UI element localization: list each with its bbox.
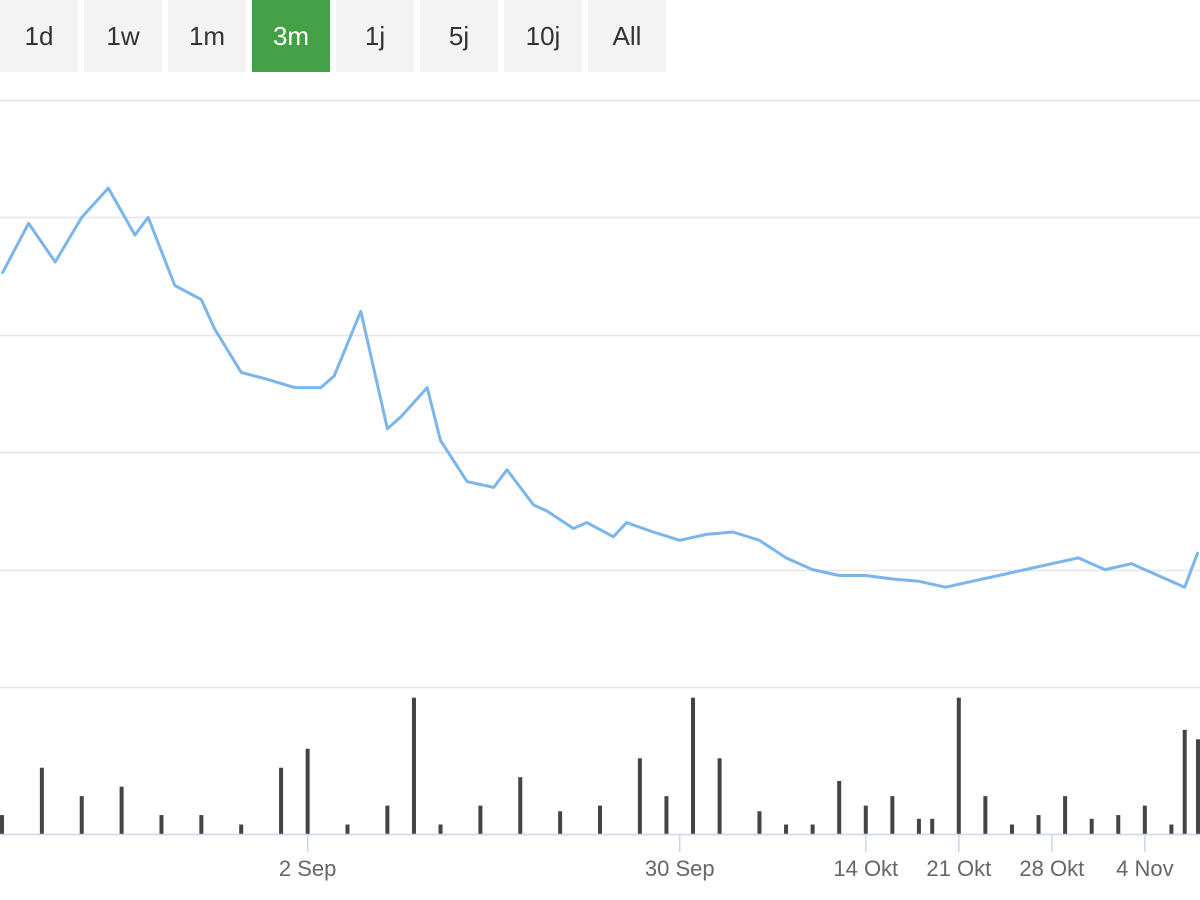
x-tick-label: 21 Okt	[926, 856, 991, 881]
volume-bar	[199, 815, 204, 834]
volume-bar	[1009, 824, 1014, 834]
volume-bar	[438, 824, 443, 834]
volume-bar	[757, 811, 762, 834]
volume-bar	[239, 824, 244, 834]
volume-bar	[518, 777, 523, 834]
volume-bar	[784, 824, 789, 834]
volume-bar	[598, 805, 602, 834]
range-button-1d[interactable]: 1d	[0, 0, 78, 72]
volume-bar	[1142, 805, 1147, 834]
volume-bar	[39, 767, 44, 834]
range-button-3m[interactable]: 3m	[252, 0, 330, 72]
volume-bar	[279, 767, 284, 834]
volume-bar	[345, 824, 350, 834]
range-button-1w[interactable]: 1w	[84, 0, 162, 72]
volume-bar	[79, 796, 84, 834]
volume-bar	[637, 758, 642, 834]
range-selector: 1d 1w 1m 3m 1j 5j 10j All	[0, 0, 672, 72]
volume-bar	[691, 697, 696, 834]
volume-bar	[810, 824, 815, 834]
grid-lines	[0, 99, 1200, 689]
volume-bar	[558, 811, 563, 834]
volume-bar	[1089, 818, 1094, 834]
range-button-1j[interactable]: 1j	[336, 0, 414, 72]
volume-bar	[930, 818, 935, 834]
volume-bar	[837, 780, 842, 834]
volume-bar	[305, 748, 310, 834]
volume-bar	[717, 758, 722, 834]
volume-bar	[159, 815, 164, 834]
volume-bar	[956, 697, 961, 834]
volume-bar	[983, 796, 988, 834]
volume-bar	[1182, 729, 1187, 834]
price-line	[0, 186, 1200, 589]
volume-bar	[478, 805, 483, 834]
x-tick-label: 2 Sep	[279, 856, 337, 881]
volume-bar	[411, 697, 416, 834]
range-button-5j[interactable]: 5j	[420, 0, 498, 72]
stock-chart: 2 Sep 30 Sep 14 Okt 21 Okt 28 Okt 4 Nov	[0, 99, 1200, 881]
range-button-all[interactable]: All	[588, 0, 666, 72]
volume-bar	[664, 796, 669, 834]
volume-bar	[1116, 815, 1121, 834]
x-tick-label: 4 Nov	[1116, 856, 1173, 881]
price-series-line	[0, 186, 1200, 589]
volume-bar	[1196, 739, 1200, 834]
x-tick-label: 14 Okt	[833, 856, 898, 881]
range-button-1m[interactable]: 1m	[168, 0, 246, 72]
volume-bar	[863, 805, 868, 834]
x-tick-label: 30 Sep	[645, 856, 715, 881]
x-axis: 2 Sep 30 Sep 14 Okt 21 Okt 28 Okt 4 Nov	[0, 833, 1200, 881]
range-button-10j[interactable]: 10j	[504, 0, 582, 72]
volume-bar	[916, 818, 921, 834]
volume-bar	[0, 815, 4, 834]
volume-bars	[0, 697, 1200, 834]
volume-bar	[1063, 796, 1068, 834]
volume-bar	[1036, 815, 1041, 834]
volume-bar	[385, 805, 390, 834]
volume-bar	[1169, 824, 1174, 834]
volume-bar	[890, 796, 895, 834]
volume-bar	[119, 786, 124, 834]
x-tick-label: 28 Okt	[1019, 856, 1084, 881]
